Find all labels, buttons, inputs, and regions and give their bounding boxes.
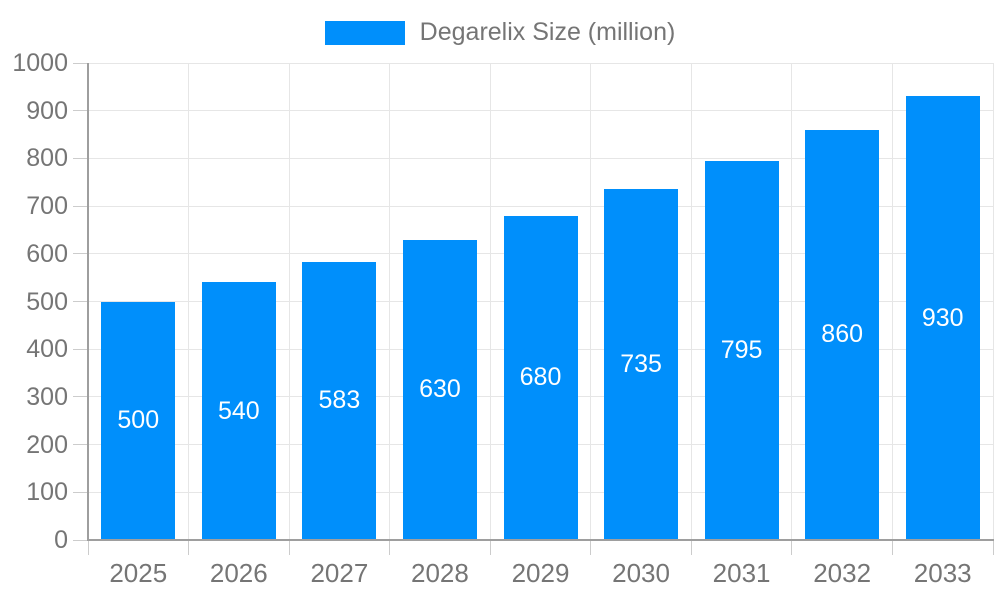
y-tick-label: 0	[54, 526, 68, 554]
x-axis-tick	[288, 540, 290, 555]
y-tick-label: 800	[26, 144, 68, 173]
v-gridline	[791, 63, 793, 540]
x-axis-tick	[389, 540, 391, 555]
bar-value-label: 583	[318, 386, 361, 415]
y-axis-tick	[73, 253, 88, 255]
y-tick-label: 700	[26, 192, 68, 221]
h-gridline	[88, 205, 993, 207]
plot-area: 500 540 583 630 680 735 795 860 930	[87, 62, 994, 541]
bar[interactable]: 630	[402, 239, 477, 540]
y-axis-tick	[73, 491, 88, 493]
x-tick-label: 2033	[913, 558, 972, 588]
x-axis-tick	[590, 540, 592, 555]
v-gridline	[891, 63, 893, 540]
x-tick-label: 2032	[813, 558, 872, 588]
legend-swatch	[324, 20, 405, 45]
x-axis-tick	[690, 540, 692, 555]
bar[interactable]: 540	[201, 282, 276, 540]
bar[interactable]: 930	[905, 96, 980, 540]
bar[interactable]: 860	[805, 129, 880, 540]
v-gridline	[590, 63, 592, 540]
y-axis-tick	[73, 301, 88, 302]
bar[interactable]: 735	[604, 189, 679, 540]
x-tick-label: 2031	[712, 558, 771, 588]
bar[interactable]: 795	[704, 160, 779, 540]
bar[interactable]: 680	[503, 215, 578, 540]
x-tick-label: 2025	[109, 558, 168, 588]
bar-value-label: 795	[720, 335, 763, 364]
bar-value-label: 735	[620, 350, 662, 379]
y-axis-tick	[73, 157, 88, 159]
x-tick-label: 2029	[511, 558, 570, 588]
v-gridline	[690, 63, 692, 540]
y-tick-label: 200	[26, 430, 68, 459]
x-axis-tick	[489, 540, 491, 555]
bar-value-label: 500	[117, 406, 160, 435]
v-gridline	[389, 63, 391, 540]
y-tick-label: 400	[26, 335, 68, 364]
y-tick-label: 300	[26, 382, 68, 411]
v-gridline	[288, 63, 290, 540]
x-tick-label: 2026	[209, 558, 268, 588]
y-axis-tick	[73, 348, 88, 350]
x-axis-line	[87, 539, 994, 541]
chart-legend[interactable]: Degarelix Size (million)	[0, 18, 1000, 47]
y-axis-tick	[73, 110, 88, 112]
y-tick-label: 100	[26, 478, 68, 507]
x-axis-tick	[891, 540, 893, 555]
y-axis-tick	[73, 396, 88, 398]
y-tick-label: 600	[26, 239, 68, 268]
y-axis-tick	[73, 539, 88, 541]
y-axis-tick	[73, 62, 88, 64]
y-axis-tick	[73, 205, 88, 207]
v-gridline	[188, 63, 190, 540]
y-tick-label: 500	[26, 287, 68, 316]
x-axis-tick	[992, 540, 994, 555]
y-tick-label: 1000	[12, 49, 68, 77]
y-axis-line	[87, 63, 89, 540]
x-tick-label: 2030	[612, 558, 670, 588]
x-tick-label: 2027	[310, 558, 369, 588]
x-axis-tick	[791, 540, 793, 555]
y-tick-label: 900	[26, 96, 68, 125]
h-gridline	[88, 157, 993, 159]
h-gridline	[88, 62, 993, 64]
x-axis-tick	[87, 540, 89, 555]
x-tick-label: 2028	[411, 558, 469, 588]
bar-value-label: 630	[419, 375, 461, 404]
v-gridline	[992, 63, 994, 540]
h-gridline	[88, 110, 993, 112]
legend-label: Degarelix Size (million)	[419, 18, 676, 46]
bar-value-label: 680	[519, 363, 562, 392]
bar[interactable]: 583	[302, 261, 377, 540]
bar[interactable]: 500	[101, 301, 176, 540]
y-axis-tick	[73, 444, 88, 446]
bar-value-label: 860	[821, 320, 864, 349]
x-axis-tick	[188, 540, 190, 555]
v-gridline	[489, 63, 491, 540]
bar-value-label: 930	[921, 303, 964, 332]
bar-value-label: 540	[217, 396, 260, 425]
